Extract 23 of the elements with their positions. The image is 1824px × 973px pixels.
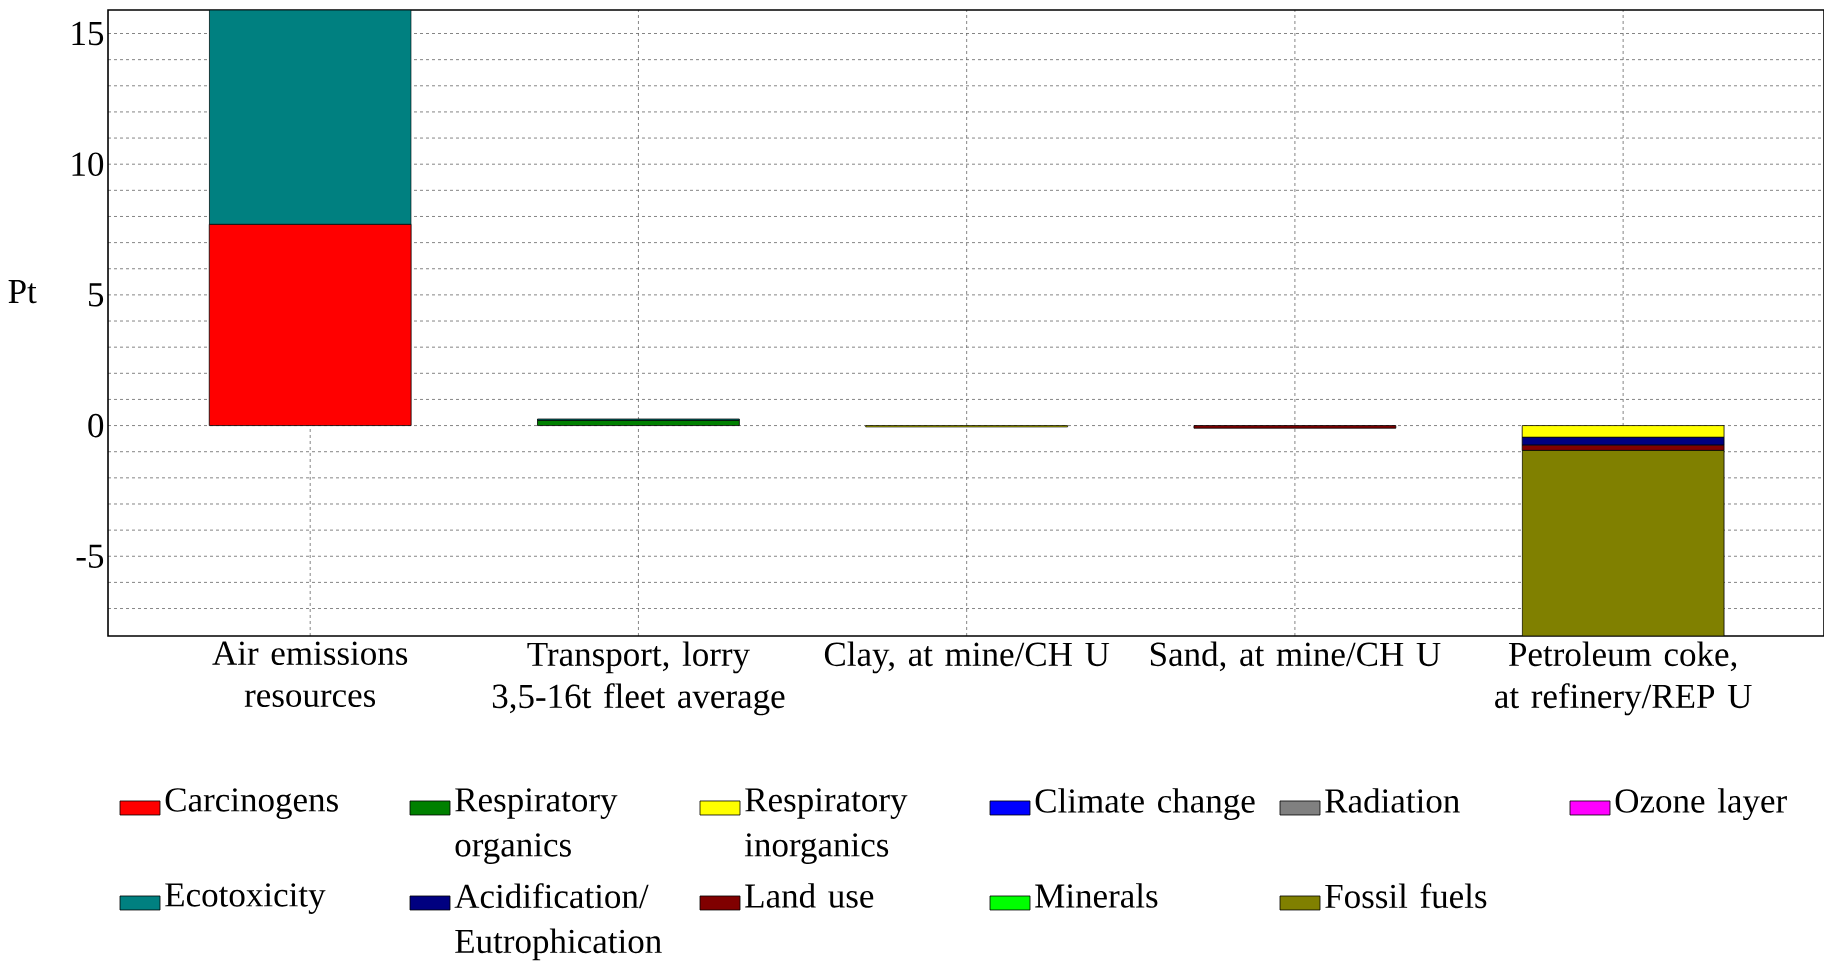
y-tick-label: 15 <box>72 21 104 46</box>
x-tick-label: Air emissions resources <box>212 641 408 708</box>
y-tick-label: 5 <box>89 283 104 307</box>
legend-label: Ozone layer <box>1615 788 1787 821</box>
legend-label: Acidification/ Eutrophication <box>454 883 662 961</box>
x-tick-label: Clay, at mine/CH U <box>824 641 1110 674</box>
legend-label: Ecotoxicity <box>165 883 326 914</box>
x-tick-label: Sand, at mine/CH U <box>1150 641 1441 672</box>
legend-label: Land use <box>745 883 874 908</box>
x-tick-label: Transport, lorry 3,5-16t fleet average <box>492 641 785 716</box>
legend-label: Radiation <box>1325 788 1460 813</box>
legend-label: Respiratory inorganics <box>744 788 908 864</box>
legend-label: Minerals <box>1035 883 1158 908</box>
legend-label: Carcinogens <box>165 788 338 819</box>
legend-label: Climate change <box>1035 788 1255 821</box>
y-tick-label: -5 <box>76 544 104 568</box>
legend-label: Respiratory organics <box>455 788 618 864</box>
legend-label: Fossil fuels <box>1325 883 1487 909</box>
bar <box>1193 425 1397 429</box>
y-axis-title: Pt <box>8 280 37 304</box>
y-tick-label: 10 <box>72 152 104 177</box>
y-tick-label: 0 <box>88 413 104 438</box>
x-tick-label: Petroleum coke, at refinery/REP U <box>1495 641 1752 716</box>
